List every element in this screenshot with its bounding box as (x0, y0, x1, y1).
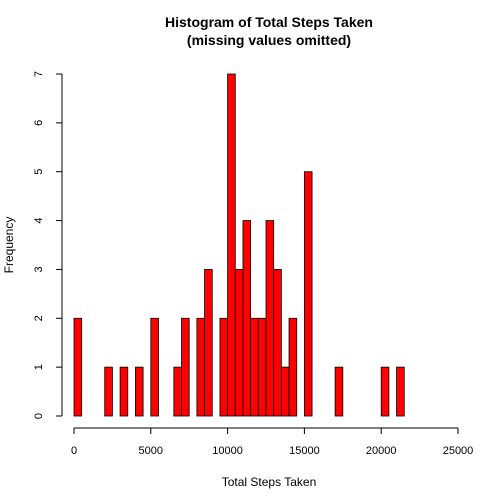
histogram-bar (288, 317, 298, 417)
histogram-bar (181, 317, 190, 417)
histogram-bar (242, 220, 252, 417)
histogram-bar (257, 317, 267, 417)
histogram-bar (280, 366, 290, 417)
histogram-bar (265, 220, 275, 417)
histogram-bar (250, 317, 259, 417)
y-tick-label: 5 (33, 169, 45, 175)
x-tick-label: 10000 (212, 445, 243, 457)
chart-subtitle: (missing values omitted) (187, 32, 351, 48)
chart-title: Histogram of Total Steps Taken (165, 14, 373, 30)
histogram-bar (73, 317, 83, 417)
x-tick-label: 20000 (366, 445, 397, 457)
histogram-bar (119, 366, 129, 417)
x-tick-label: 15000 (289, 445, 320, 457)
x-tick-label: 25000 (443, 445, 474, 457)
histogram-bar (196, 317, 205, 417)
histogram-bar (135, 366, 144, 417)
histogram-bar (380, 366, 390, 417)
y-tick-label: 0 (33, 413, 45, 419)
histogram-bar (334, 366, 344, 417)
y-tick-label: 6 (33, 120, 45, 126)
histogram-bar (227, 73, 236, 417)
histogram-bar (204, 269, 213, 417)
x-axis-label: Total Steps Taken (222, 475, 317, 489)
x-tick-label: 5000 (139, 445, 163, 457)
y-axis-label: Frequency (2, 217, 16, 274)
histogram-bar (303, 171, 313, 417)
histogram-bar (173, 366, 182, 417)
x-tick-label: 0 (71, 445, 77, 457)
histogram-bar (396, 366, 405, 417)
y-tick-label: 7 (33, 71, 45, 77)
y-tick-label: 3 (33, 266, 45, 272)
histogram-bar (234, 269, 244, 417)
y-tick-label: 2 (33, 315, 45, 321)
histogram-bar (273, 269, 282, 417)
x-axis: 0 5000 10000 15000 20000 25000 (71, 427, 474, 457)
histogram-bar (219, 317, 228, 417)
y-tick-label: 4 (33, 218, 45, 224)
y-tick-label: 1 (33, 364, 45, 370)
histogram-bar (150, 317, 159, 417)
bars-group (73, 73, 405, 417)
histogram-bar (104, 366, 113, 417)
y-axis: 0 1 2 3 4 5 6 7 (33, 71, 63, 419)
